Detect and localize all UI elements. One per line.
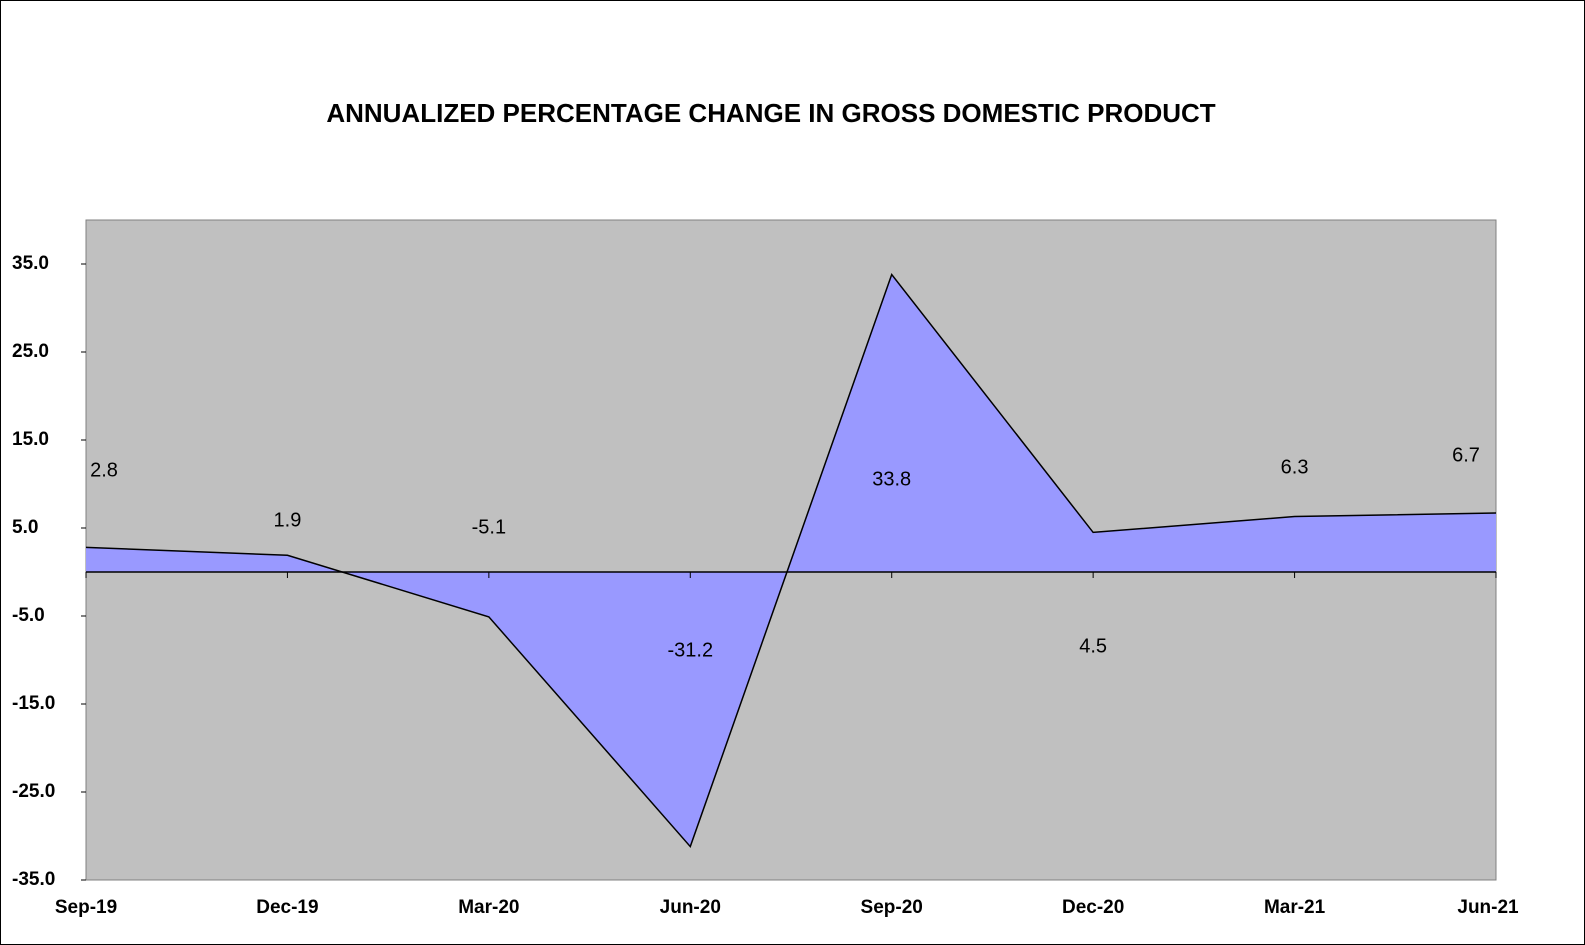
y-tick-label: -25.0 bbox=[12, 781, 55, 802]
y-tick-label: 5.0 bbox=[12, 517, 38, 538]
data-label: 1.9 bbox=[274, 509, 302, 531]
y-tick-label: 25.0 bbox=[12, 341, 49, 362]
x-tick-label: Jun-20 bbox=[660, 897, 721, 918]
x-tick-label: Sep-19 bbox=[55, 897, 117, 918]
data-label: -5.1 bbox=[472, 516, 506, 538]
y-tick-label: 15.0 bbox=[12, 429, 49, 450]
data-label: 33.8 bbox=[872, 468, 911, 490]
y-tick-label: -35.0 bbox=[12, 869, 55, 890]
y-tick-label: -5.0 bbox=[12, 605, 45, 626]
data-label: 2.8 bbox=[90, 459, 118, 481]
data-label: 6.7 bbox=[1452, 444, 1480, 466]
x-tick-label: Dec-20 bbox=[1062, 897, 1124, 918]
x-tick-label: Jun-21 bbox=[1457, 897, 1519, 918]
data-label: 4.5 bbox=[1079, 635, 1107, 657]
x-tick-label: Mar-21 bbox=[1264, 897, 1326, 918]
x-tick-label: Sep-20 bbox=[861, 897, 923, 918]
area-outline bbox=[85, 273, 1497, 849]
y-tick-label: -15.0 bbox=[12, 693, 55, 714]
chart-title: ANNUALIZED PERCENTAGE CHANGE IN GROSS DO… bbox=[326, 98, 1215, 128]
x-tick-label: Mar-20 bbox=[458, 897, 519, 918]
data-label: 6.3 bbox=[1281, 456, 1309, 478]
x-tick-label: Dec-19 bbox=[256, 897, 318, 918]
y-tick-label: 35.0 bbox=[12, 253, 49, 274]
data-label: -31.2 bbox=[667, 639, 713, 661]
